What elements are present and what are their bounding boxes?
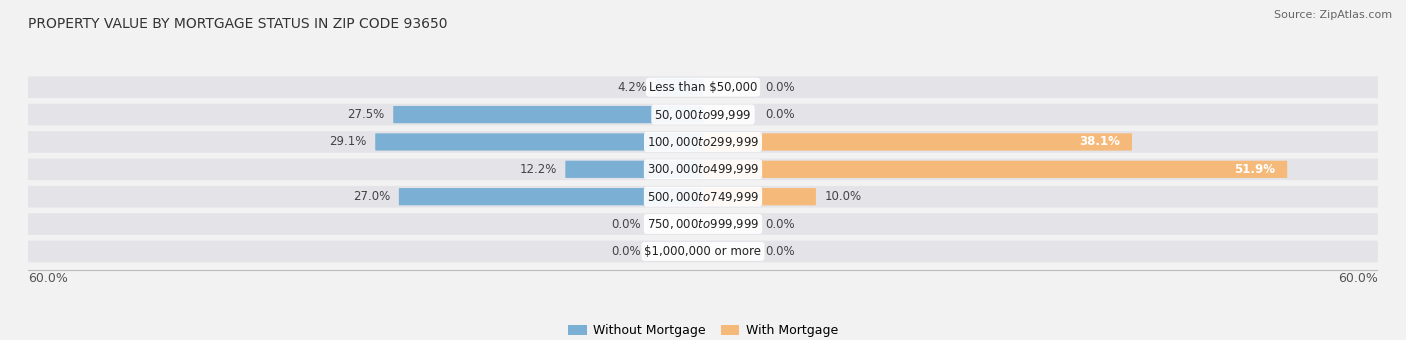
Text: $50,000 to $99,999: $50,000 to $99,999 xyxy=(654,107,752,122)
Text: $500,000 to $749,999: $500,000 to $749,999 xyxy=(647,190,759,204)
Text: $300,000 to $499,999: $300,000 to $499,999 xyxy=(647,162,759,176)
Text: 0.0%: 0.0% xyxy=(612,245,641,258)
Text: 27.5%: 27.5% xyxy=(347,108,385,121)
Text: 29.1%: 29.1% xyxy=(329,135,367,149)
FancyBboxPatch shape xyxy=(655,79,703,96)
Text: PROPERTY VALUE BY MORTGAGE STATUS IN ZIP CODE 93650: PROPERTY VALUE BY MORTGAGE STATUS IN ZIP… xyxy=(28,17,447,31)
FancyBboxPatch shape xyxy=(399,188,703,205)
Text: $750,000 to $999,999: $750,000 to $999,999 xyxy=(647,217,759,231)
Text: 38.1%: 38.1% xyxy=(1080,135,1121,149)
FancyBboxPatch shape xyxy=(375,133,703,151)
Text: 27.0%: 27.0% xyxy=(353,190,391,203)
FancyBboxPatch shape xyxy=(703,161,1288,178)
FancyBboxPatch shape xyxy=(394,106,703,123)
FancyBboxPatch shape xyxy=(28,241,1378,262)
Text: $100,000 to $299,999: $100,000 to $299,999 xyxy=(647,135,759,149)
Text: 60.0%: 60.0% xyxy=(1339,272,1378,285)
Text: 0.0%: 0.0% xyxy=(765,81,794,94)
Text: Less than $50,000: Less than $50,000 xyxy=(648,81,758,94)
Text: 60.0%: 60.0% xyxy=(28,272,67,285)
Text: 0.0%: 0.0% xyxy=(765,218,794,231)
FancyBboxPatch shape xyxy=(28,213,1378,235)
FancyBboxPatch shape xyxy=(28,158,1378,180)
FancyBboxPatch shape xyxy=(565,161,703,178)
FancyBboxPatch shape xyxy=(703,133,1132,151)
Text: 0.0%: 0.0% xyxy=(765,108,794,121)
FancyBboxPatch shape xyxy=(28,104,1378,125)
Legend: Without Mortgage, With Mortgage: Without Mortgage, With Mortgage xyxy=(562,319,844,340)
Text: 0.0%: 0.0% xyxy=(765,245,794,258)
Text: Source: ZipAtlas.com: Source: ZipAtlas.com xyxy=(1274,10,1392,20)
Text: $1,000,000 or more: $1,000,000 or more xyxy=(644,245,762,258)
Text: 0.0%: 0.0% xyxy=(612,218,641,231)
FancyBboxPatch shape xyxy=(28,131,1378,153)
Text: 51.9%: 51.9% xyxy=(1234,163,1275,176)
FancyBboxPatch shape xyxy=(28,76,1378,98)
FancyBboxPatch shape xyxy=(28,186,1378,207)
FancyBboxPatch shape xyxy=(703,188,815,205)
Text: 12.2%: 12.2% xyxy=(519,163,557,176)
Text: 4.2%: 4.2% xyxy=(617,81,647,94)
Text: 10.0%: 10.0% xyxy=(824,190,862,203)
